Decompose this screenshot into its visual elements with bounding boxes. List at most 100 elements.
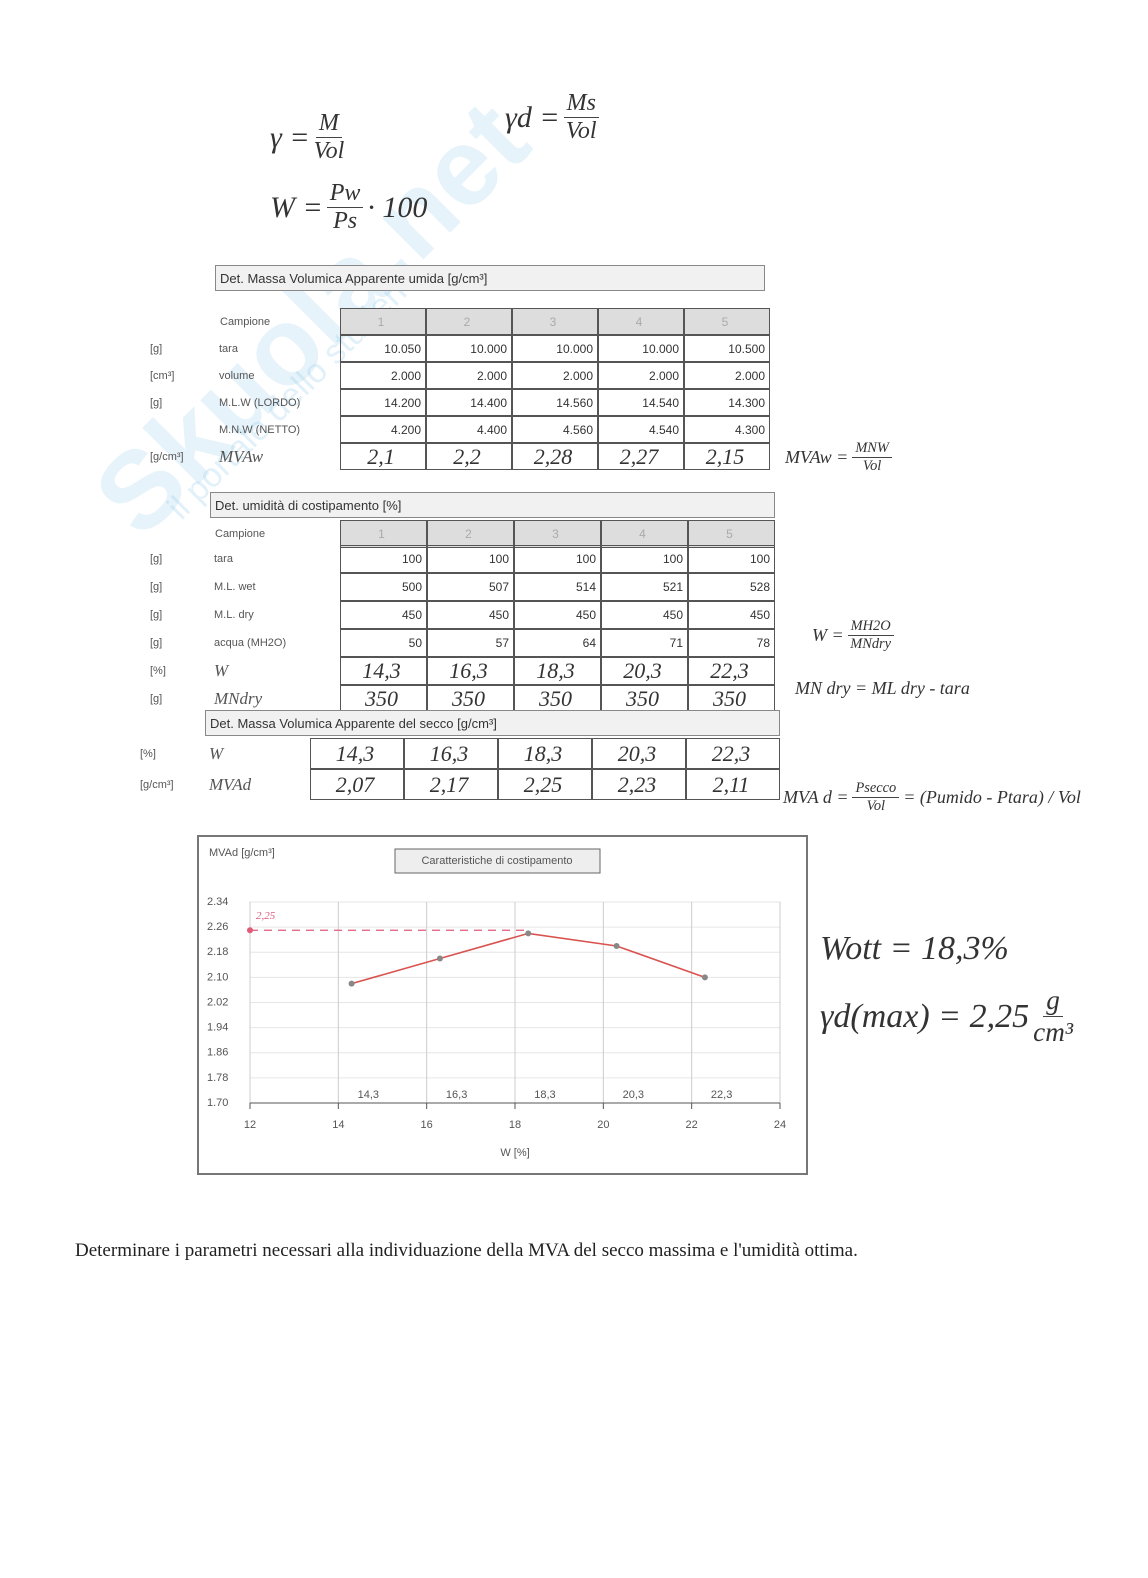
header-label: Campione bbox=[215, 528, 266, 540]
formula-lhs: Wott = 18,3% bbox=[820, 930, 1009, 967]
table-cell: 2.000 bbox=[340, 362, 426, 389]
header-cell: 1 bbox=[340, 308, 426, 335]
table-cell: 2,15 bbox=[684, 443, 770, 470]
row-label: W bbox=[214, 661, 229, 680]
table-cell: 20,3 bbox=[601, 657, 688, 685]
point bbox=[613, 942, 620, 949]
table-cell: 4.200 bbox=[340, 416, 426, 443]
formula-rest: = (Pumido - Ptara) / Vol bbox=[903, 787, 1081, 807]
table-cell: 10.500 bbox=[684, 335, 770, 362]
header-cell: 5 bbox=[688, 520, 775, 548]
row-unit: [g] bbox=[150, 553, 163, 565]
numerator: Pw bbox=[326, 180, 364, 208]
row-label: M.N.W (NETTO) bbox=[219, 423, 301, 436]
table-cell: 16,3 bbox=[404, 738, 498, 769]
row-label: W bbox=[209, 743, 224, 763]
y-tick-label: 1.94 bbox=[207, 1022, 228, 1034]
table-title: Det. Massa Volumica Apparente umida [g/c… bbox=[215, 265, 765, 291]
title-box bbox=[394, 848, 601, 874]
x-axis-label: W [%] bbox=[500, 1147, 529, 1159]
result: Wott = 18,3% bbox=[820, 930, 1009, 968]
table-cell: 18,3 bbox=[498, 738, 592, 769]
row-unit: [g/cm³] bbox=[150, 450, 184, 463]
table-cell: 350 bbox=[514, 685, 601, 713]
numerator: MNW bbox=[852, 440, 892, 458]
x-tick-label: 14 bbox=[332, 1119, 344, 1131]
table-cell: 20,3 bbox=[592, 738, 686, 769]
row-unit: [g] bbox=[150, 693, 163, 705]
numerator: M bbox=[315, 110, 342, 138]
table-cell: 2,07 bbox=[310, 769, 404, 800]
x-tick-label: 12 bbox=[244, 1119, 256, 1131]
table-cell: 100 bbox=[427, 545, 514, 573]
y-tick-label: 1.86 bbox=[207, 1047, 228, 1059]
side-note: MN dry = ML dry - tara bbox=[795, 678, 970, 699]
x-note: 16,3 bbox=[446, 1089, 467, 1101]
formula-lhs: γ = bbox=[270, 120, 310, 154]
table-cell: 2,1 bbox=[340, 443, 426, 470]
formula: γd = Ms Vol bbox=[505, 90, 603, 145]
row-unit: [g] bbox=[150, 396, 163, 409]
numerator: MH2O bbox=[847, 618, 894, 636]
table-cell: 350 bbox=[601, 685, 688, 713]
row-label: M.L. wet bbox=[214, 581, 256, 593]
row-unit: [g] bbox=[150, 609, 163, 621]
row-unit: [%] bbox=[150, 665, 166, 677]
table-cell: 528 bbox=[688, 573, 775, 601]
denominator: MNdry bbox=[850, 636, 892, 652]
table-cell: 450 bbox=[427, 601, 514, 629]
table-cell: 14.540 bbox=[598, 389, 684, 416]
fraction: MNW Vol bbox=[852, 440, 892, 475]
table-cell: 4.540 bbox=[598, 416, 684, 443]
row-unit: [g] bbox=[150, 342, 163, 355]
table-cell: 14,3 bbox=[340, 657, 427, 685]
x-tick-label: 16 bbox=[421, 1119, 433, 1131]
y-tick-label: 2.34 bbox=[207, 896, 228, 908]
table-title: Det. Massa Volumica Apparente del secco … bbox=[205, 710, 780, 736]
row-unit: [g] bbox=[150, 637, 163, 649]
table-cell: 100 bbox=[688, 545, 775, 573]
row-label: acqua (MH2O) bbox=[214, 637, 287, 649]
table-cell: 521 bbox=[601, 573, 688, 601]
side-note: MVAw = MNW Vol bbox=[785, 440, 896, 475]
table-cell: 14.400 bbox=[426, 389, 512, 416]
table-cell: 507 bbox=[427, 573, 514, 601]
table-cell: 2,2 bbox=[426, 443, 512, 470]
y-tick-label: 2.26 bbox=[207, 921, 228, 933]
table-cell: 10.000 bbox=[426, 335, 512, 362]
table-cell: 2,25 bbox=[498, 769, 592, 800]
chart-frame bbox=[197, 835, 808, 1175]
table-cell: 10.050 bbox=[340, 335, 426, 362]
y-tick-label: 2.18 bbox=[207, 946, 228, 958]
fraction: Psecco Vol bbox=[852, 780, 900, 815]
y-tick-label: 1.70 bbox=[207, 1097, 228, 1109]
table-cell: 16,3 bbox=[427, 657, 514, 685]
table-cell: 10.000 bbox=[598, 335, 684, 362]
formula-lhs: W = bbox=[270, 190, 323, 224]
denominator: Ps bbox=[333, 208, 358, 234]
table-cell: 2.000 bbox=[512, 362, 598, 389]
formula-lhs: MVAw = bbox=[785, 447, 849, 467]
header-cell: 2 bbox=[426, 308, 512, 335]
x-tick-label: 20 bbox=[597, 1119, 609, 1131]
table-cell: 350 bbox=[688, 685, 775, 713]
row-label: volume bbox=[219, 369, 255, 382]
table-cell: 2,27 bbox=[598, 443, 684, 470]
table-cell: 18,3 bbox=[514, 657, 601, 685]
x-tick-label: 24 bbox=[774, 1119, 786, 1131]
row-unit: [%] bbox=[140, 747, 156, 760]
formula-lhs: MN dry = ML dry - tara bbox=[795, 678, 970, 698]
table-title: Det. umidità di costipamento [%] bbox=[210, 492, 775, 518]
x-note: 22,3 bbox=[711, 1089, 732, 1101]
table-cell: 14.200 bbox=[340, 389, 426, 416]
table-cell: 500 bbox=[340, 573, 427, 601]
table-cell: 4.300 bbox=[684, 416, 770, 443]
row-label: MVAd bbox=[209, 774, 252, 794]
row-label: tara bbox=[219, 342, 238, 355]
table-cell: 2.000 bbox=[684, 362, 770, 389]
header-cell: 2 bbox=[427, 520, 514, 548]
x-note: 18,3 bbox=[534, 1089, 555, 1101]
y-tick-label: 2.02 bbox=[207, 996, 228, 1008]
table-cell: 14,3 bbox=[310, 738, 404, 769]
